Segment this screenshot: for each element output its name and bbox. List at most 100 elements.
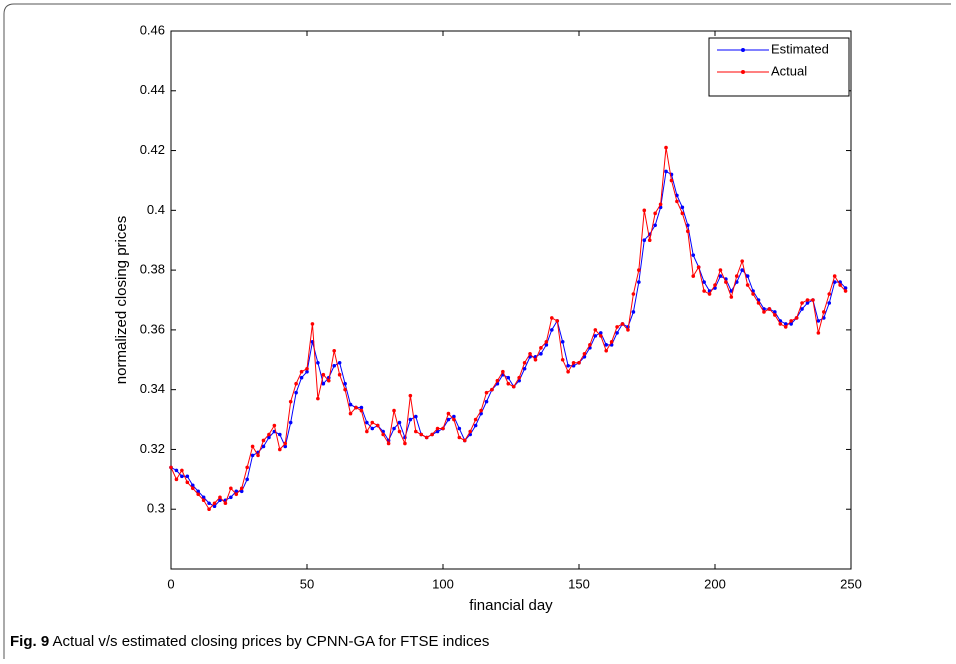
point-marker (642, 238, 647, 243)
point-marker (185, 474, 190, 479)
point-marker (495, 378, 500, 383)
point-marker (539, 346, 543, 350)
point-marker (702, 289, 706, 293)
point-marker (457, 426, 462, 431)
point-marker (544, 340, 549, 344)
point-marker (773, 310, 777, 314)
point-marker (479, 408, 483, 413)
point-marker (452, 414, 456, 419)
point-marker (212, 504, 217, 509)
point-marker (533, 357, 538, 362)
caption-label: Fig. 9 (10, 633, 49, 650)
point-marker (511, 384, 516, 389)
point-marker (718, 274, 723, 278)
point-marker (435, 429, 440, 434)
point-marker (245, 477, 249, 482)
point-marker (234, 489, 239, 494)
point-marker (805, 298, 810, 302)
point-marker (283, 441, 288, 446)
point-marker (566, 363, 570, 368)
point-marker (239, 486, 244, 491)
point-marker (267, 435, 271, 440)
point-marker (424, 435, 429, 440)
point-marker (653, 211, 657, 216)
point-marker (680, 211, 685, 216)
caption: Fig. 9 Actual v/s estimated closing pric… (10, 633, 489, 650)
point-marker (473, 417, 478, 422)
point-marker (658, 202, 663, 207)
point-marker (555, 319, 560, 323)
point-marker (522, 366, 527, 371)
point-marker (751, 292, 755, 296)
point-marker (609, 340, 614, 344)
point-marker (827, 301, 832, 305)
point-marker (321, 372, 326, 377)
point-marker (501, 369, 505, 374)
x-axis-label: financial day (469, 597, 553, 614)
point-marker (441, 426, 445, 431)
x-tick-label: 150 (568, 576, 590, 591)
point-marker (832, 280, 837, 284)
point-marker (283, 444, 288, 449)
point-marker (756, 301, 761, 305)
point-marker (506, 381, 511, 386)
point-marker (604, 349, 608, 353)
point-marker (843, 289, 848, 293)
point-marker (272, 423, 277, 428)
legend-marker (741, 70, 745, 74)
point-marker (598, 334, 603, 338)
point-marker (724, 280, 728, 284)
point-marker (718, 268, 723, 272)
point-marker (577, 360, 581, 365)
point-marker (490, 387, 494, 392)
point-marker (544, 343, 549, 347)
point-marker (637, 268, 641, 272)
y-tick-label: 0.46 (140, 22, 165, 37)
point-marker (256, 453, 260, 458)
point-marker (288, 420, 293, 425)
point-marker (473, 423, 478, 428)
point-marker (435, 426, 440, 431)
y-tick-label: 0.44 (140, 82, 165, 97)
point-marker (783, 322, 788, 326)
point-marker (212, 501, 217, 506)
point-marker (370, 426, 375, 431)
point-marker (789, 319, 793, 323)
point-marker (647, 238, 652, 243)
point-marker (332, 349, 337, 353)
point-marker (675, 199, 679, 204)
point-marker (196, 492, 200, 497)
point-marker (484, 390, 489, 395)
point-marker (278, 432, 282, 437)
point-marker (550, 328, 554, 332)
point-marker (267, 432, 271, 437)
point-marker (664, 169, 668, 174)
point-marker (414, 414, 418, 419)
point-marker (745, 274, 750, 278)
point-marker (560, 357, 565, 362)
point-marker (669, 178, 674, 183)
point-marker (408, 393, 413, 398)
y-axis-label: normalized closing prices (113, 216, 130, 384)
point-marker (250, 453, 255, 458)
y-tick-label: 0.3 (147, 501, 165, 516)
point-marker (637, 280, 641, 284)
point-marker (653, 223, 657, 228)
point-marker (593, 328, 598, 332)
point-marker (370, 420, 375, 425)
point-marker (773, 313, 777, 317)
point-marker (832, 274, 837, 278)
point-marker (740, 268, 744, 272)
point-marker (827, 292, 832, 296)
point-marker (430, 432, 434, 437)
point-marker (397, 420, 402, 425)
x-tick-label: 100 (432, 576, 454, 591)
point-marker (571, 360, 576, 365)
point-marker (822, 310, 826, 314)
point-marker (702, 280, 706, 284)
point-marker (462, 438, 467, 443)
point-marker (229, 486, 233, 491)
point-marker (696, 265, 701, 269)
point-marker (560, 340, 565, 344)
point-marker (386, 441, 391, 446)
